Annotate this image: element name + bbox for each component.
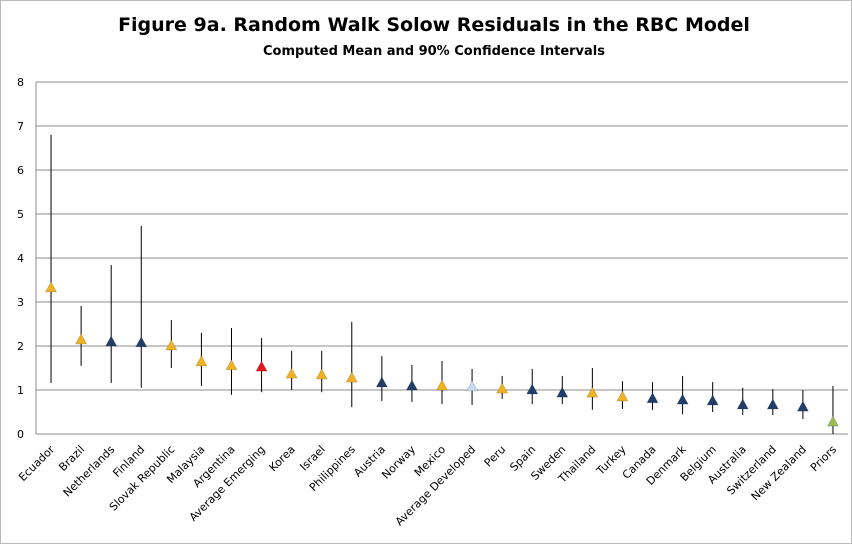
chart-title: Figure 9a. Random Walk Solow Residuals i… bbox=[118, 14, 750, 36]
mean-marker bbox=[525, 382, 539, 395]
y-tick-label: 7 bbox=[17, 120, 24, 133]
mean-marker bbox=[826, 415, 840, 427]
y-tick-label: 0 bbox=[17, 428, 24, 441]
mean-marker bbox=[706, 393, 720, 406]
mean-marker bbox=[796, 400, 810, 412]
y-tick-label: 6 bbox=[17, 164, 24, 177]
y-tick-label: 2 bbox=[17, 340, 24, 353]
mean-marker bbox=[74, 332, 88, 345]
mean-marker bbox=[646, 391, 659, 404]
mean-marker bbox=[345, 371, 359, 383]
y-tick-label: 3 bbox=[17, 296, 24, 309]
y-tick-label: 4 bbox=[17, 252, 24, 265]
mean-marker bbox=[676, 393, 689, 405]
y-tick-label: 1 bbox=[17, 384, 24, 397]
mean-marker bbox=[375, 375, 389, 388]
mean-marker bbox=[465, 379, 479, 392]
y-tick-label: 5 bbox=[17, 208, 24, 221]
mean-marker bbox=[285, 367, 298, 379]
mean-marker bbox=[225, 358, 238, 371]
chart-subtitle: Computed Mean and 90% Confidence Interva… bbox=[263, 44, 605, 59]
mean-marker bbox=[495, 382, 509, 394]
mean-marker bbox=[104, 335, 118, 347]
mean-marker bbox=[586, 386, 599, 398]
mean-marker bbox=[44, 280, 58, 293]
mean-marker bbox=[195, 354, 208, 367]
mean-marker bbox=[736, 397, 750, 410]
mean-marker bbox=[766, 397, 780, 410]
mean-marker bbox=[315, 368, 329, 380]
mean-marker bbox=[616, 390, 629, 402]
mean-marker bbox=[164, 338, 178, 351]
mean-marker bbox=[405, 379, 419, 391]
mean-marker bbox=[255, 360, 268, 372]
mean-marker bbox=[555, 386, 569, 398]
mean-marker bbox=[435, 379, 449, 391]
mean-marker bbox=[134, 335, 148, 348]
y-tick-label: 8 bbox=[17, 76, 24, 89]
